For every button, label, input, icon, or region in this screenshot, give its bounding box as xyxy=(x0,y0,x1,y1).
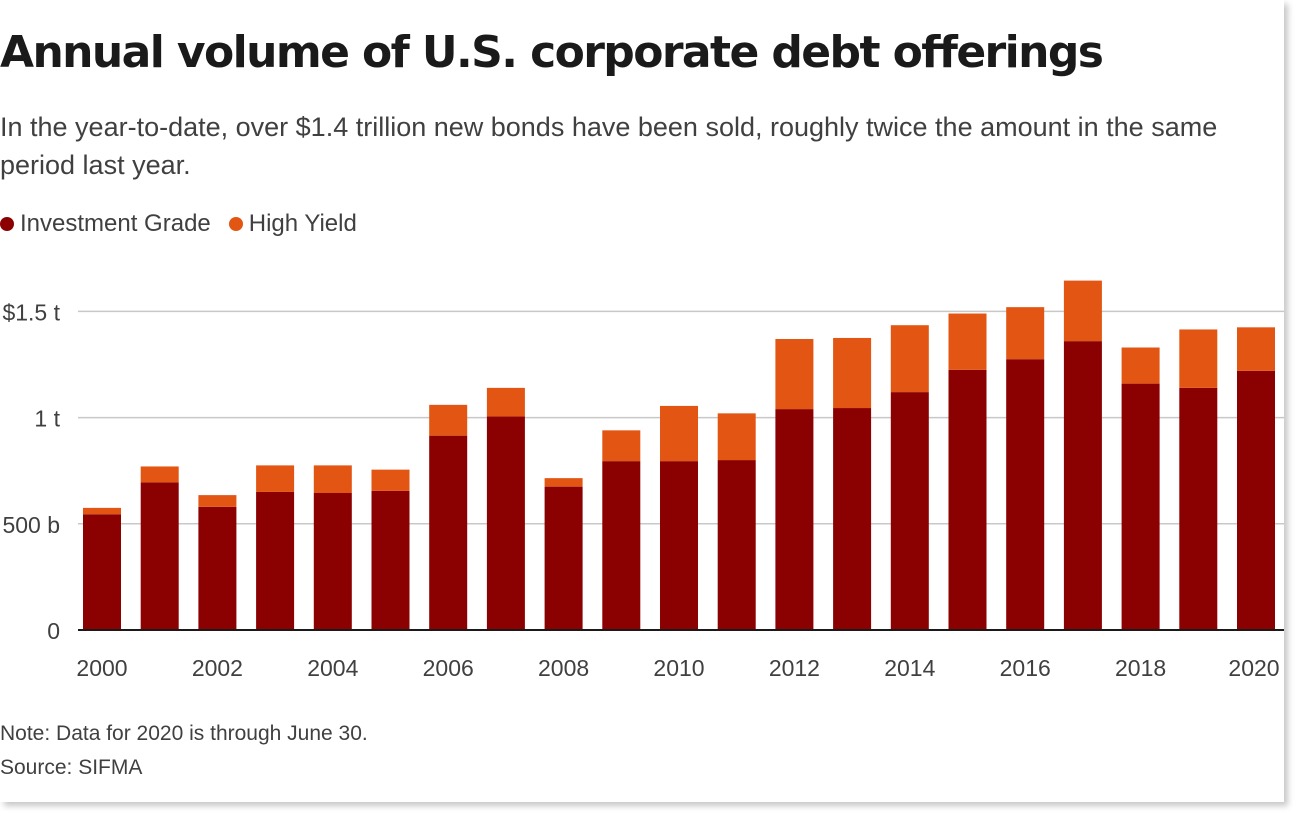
bar-high-yield-2007 xyxy=(486,387,525,417)
x-tick-label: 2010 xyxy=(653,655,704,681)
bar-investment-grade-2019 xyxy=(1179,387,1218,630)
bar-investment-grade-2020 xyxy=(1237,370,1275,630)
bar-investment-grade-2011 xyxy=(717,460,756,630)
bar-investment-grade-2016 xyxy=(1006,359,1045,630)
bar-investment-grade-2013 xyxy=(833,408,872,630)
x-tick-label: 2018 xyxy=(1115,655,1166,681)
bar-chart: 0 500 b 1 t $1.5 t 2000 2002 2004 2006 2008 2010… xyxy=(2,280,1284,681)
x-tick-label: 2012 xyxy=(769,655,820,681)
bar-investment-grade-2007 xyxy=(486,416,525,630)
bar-high-yield-2015 xyxy=(948,313,987,370)
bar-investment-grade-2018 xyxy=(1121,383,1160,630)
y-axis-tick-labels: 0 500 b 1 t $1.5 t xyxy=(2,299,60,644)
bar-high-yield-2006 xyxy=(429,404,468,436)
legend-label-high-yield: High Yield xyxy=(248,210,357,237)
x-tick-label: 2008 xyxy=(538,655,589,681)
x-axis-tick-labels: 2000 2002 2004 2006 2008 2010 2012 2014 2016 2018… xyxy=(76,655,1279,681)
bar-high-yield-2017 xyxy=(1063,280,1102,342)
footnote: Note: Data for 2020 is through June 30. xyxy=(0,722,368,745)
bar-investment-grade-2010 xyxy=(660,461,698,630)
bar-high-yield-2010 xyxy=(660,405,698,462)
chart-title: Annual volume of U.S. corporate debt off… xyxy=(0,27,1104,78)
x-tick-label: 2016 xyxy=(1000,655,1051,681)
bar-investment-grade-2006 xyxy=(429,435,468,630)
x-tick-label: 2020 xyxy=(1228,655,1279,681)
bar-high-yield-2003 xyxy=(256,465,295,492)
bar-high-yield-2009 xyxy=(602,430,641,462)
x-tick-label: 2002 xyxy=(192,655,243,681)
bar-investment-grade-2005 xyxy=(371,490,410,630)
legend-swatch-investment-grade xyxy=(0,217,14,231)
x-tick-label: 2000 xyxy=(76,655,127,681)
y-tick-label: 0 xyxy=(47,618,60,644)
y-tick-label: $1.5 t xyxy=(2,299,60,325)
bar-investment-grade-2009 xyxy=(602,461,641,630)
bar-high-yield-2000 xyxy=(83,507,121,515)
bar-investment-grade-2008 xyxy=(544,486,583,630)
legend-item-high-yield: High Yield xyxy=(228,210,357,238)
y-tick-label: 1 t xyxy=(34,406,60,432)
bar-high-yield-2012 xyxy=(775,339,814,410)
bar-investment-grade-2000 xyxy=(83,514,121,630)
bar-high-yield-2001 xyxy=(140,466,179,483)
bar-high-yield-2005 xyxy=(371,469,410,491)
bar-investment-grade-2001 xyxy=(140,482,179,630)
x-tick-label: 2004 xyxy=(307,655,358,681)
x-tick-label: 2014 xyxy=(884,655,935,681)
bar-high-yield-2018 xyxy=(1121,347,1160,384)
bar-high-yield-2008 xyxy=(544,478,583,487)
bar-high-yield-2011 xyxy=(717,413,756,461)
legend-label-investment-grade: Investment Grade xyxy=(20,210,211,237)
chart-subtitle: In the year-to-date, over $1.4 trillion … xyxy=(0,112,1218,180)
chart-card: Annual volume of U.S. corporate debt off… xyxy=(0,27,1284,779)
y-tick-label: 500 b xyxy=(2,512,60,538)
bar-high-yield-2013 xyxy=(833,337,872,409)
bar-high-yield-2016 xyxy=(1006,307,1045,360)
bar-high-yield-2019 xyxy=(1179,329,1218,388)
bar-high-yield-2002 xyxy=(198,495,237,507)
bar-high-yield-2020 xyxy=(1237,327,1275,371)
bar-investment-grade-2017 xyxy=(1063,341,1102,630)
bar-high-yield-2014 xyxy=(890,325,929,393)
bar-investment-grade-2012 xyxy=(775,409,814,630)
chart-legend: Investment Grade High Yield xyxy=(0,208,375,240)
bar-investment-grade-2003 xyxy=(256,491,295,630)
bar-investment-grade-2002 xyxy=(198,506,237,630)
legend-swatch-high-yield xyxy=(228,217,243,231)
bar-investment-grade-2014 xyxy=(890,392,929,630)
bar-high-yield-2004 xyxy=(313,465,352,494)
x-tick-label: 2006 xyxy=(423,655,474,681)
source-credit: Source: SIFMA xyxy=(0,756,143,779)
bar-investment-grade-2004 xyxy=(313,493,352,630)
bar-investment-grade-2015 xyxy=(948,369,987,630)
bars xyxy=(83,280,1275,630)
legend-item-investment-grade: Investment Grade xyxy=(0,210,211,238)
